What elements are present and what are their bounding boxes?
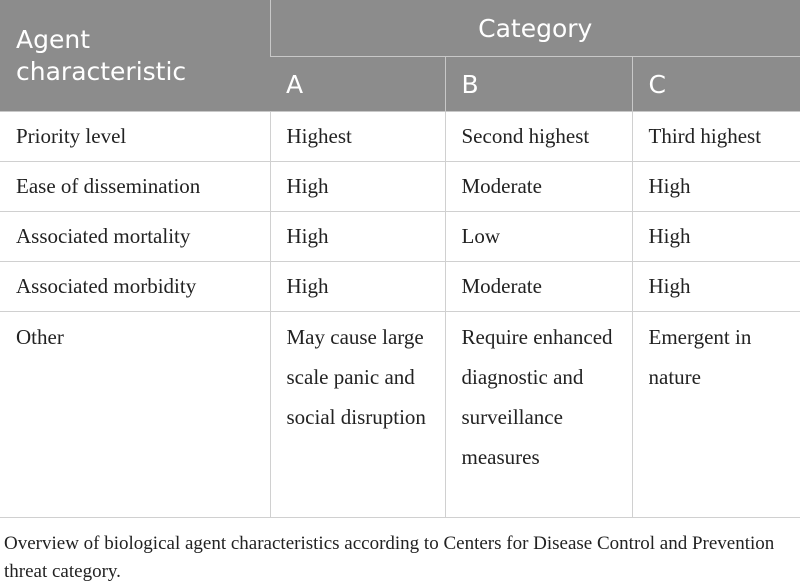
table-cell: High bbox=[631, 211, 800, 262]
table-cell: Require enhanced diagnostic and surveill… bbox=[444, 311, 632, 518]
table-body: Priority level Highest Second highest Third… bbox=[0, 111, 800, 518]
column-header: C bbox=[631, 56, 800, 112]
table-cell: Associated mortality bbox=[0, 211, 270, 262]
table-row: Associated mortality High Low High bbox=[0, 211, 800, 262]
table-row: Priority level Highest Second highest Third… bbox=[0, 111, 800, 162]
table-cell: Ease of dissemination bbox=[0, 161, 270, 212]
table-cell: Second highest bbox=[444, 111, 632, 162]
table-cell: Priority level bbox=[0, 111, 270, 162]
column-header: B bbox=[444, 56, 632, 112]
table-cell: High bbox=[269, 161, 445, 212]
table-cell: High bbox=[269, 211, 445, 262]
table-cell: Low bbox=[444, 211, 632, 262]
table-cell: High bbox=[631, 161, 800, 212]
header-cell: Agent characteristic bbox=[0, 0, 270, 112]
table-cell: Third highest bbox=[631, 111, 800, 162]
table-row: Associated morbidity High Moderate High bbox=[0, 261, 800, 312]
caption: Overview of biological agent characteris… bbox=[4, 533, 775, 582]
table-cell: Other bbox=[0, 311, 270, 518]
header-text: Agent characteristic bbox=[16, 24, 187, 86]
table-cell: May cause large scale panic and social d… bbox=[269, 311, 445, 518]
table-row: Other May cause large scale panic and soc… bbox=[0, 311, 800, 518]
header-group: Category bbox=[269, 0, 800, 57]
table-cell: Highest bbox=[269, 111, 445, 162]
table-cell: Moderate bbox=[444, 161, 632, 212]
table-cell: Moderate bbox=[444, 261, 632, 312]
table-cell: High bbox=[631, 261, 800, 312]
table-cell: High bbox=[269, 261, 445, 312]
table-cell: Associated morbidity bbox=[0, 261, 270, 312]
table-row: Ease of dissemination High Moderate High bbox=[0, 161, 800, 212]
column-header: A bbox=[270, 56, 445, 112]
table-cell: Emergent in nature bbox=[631, 311, 800, 518]
